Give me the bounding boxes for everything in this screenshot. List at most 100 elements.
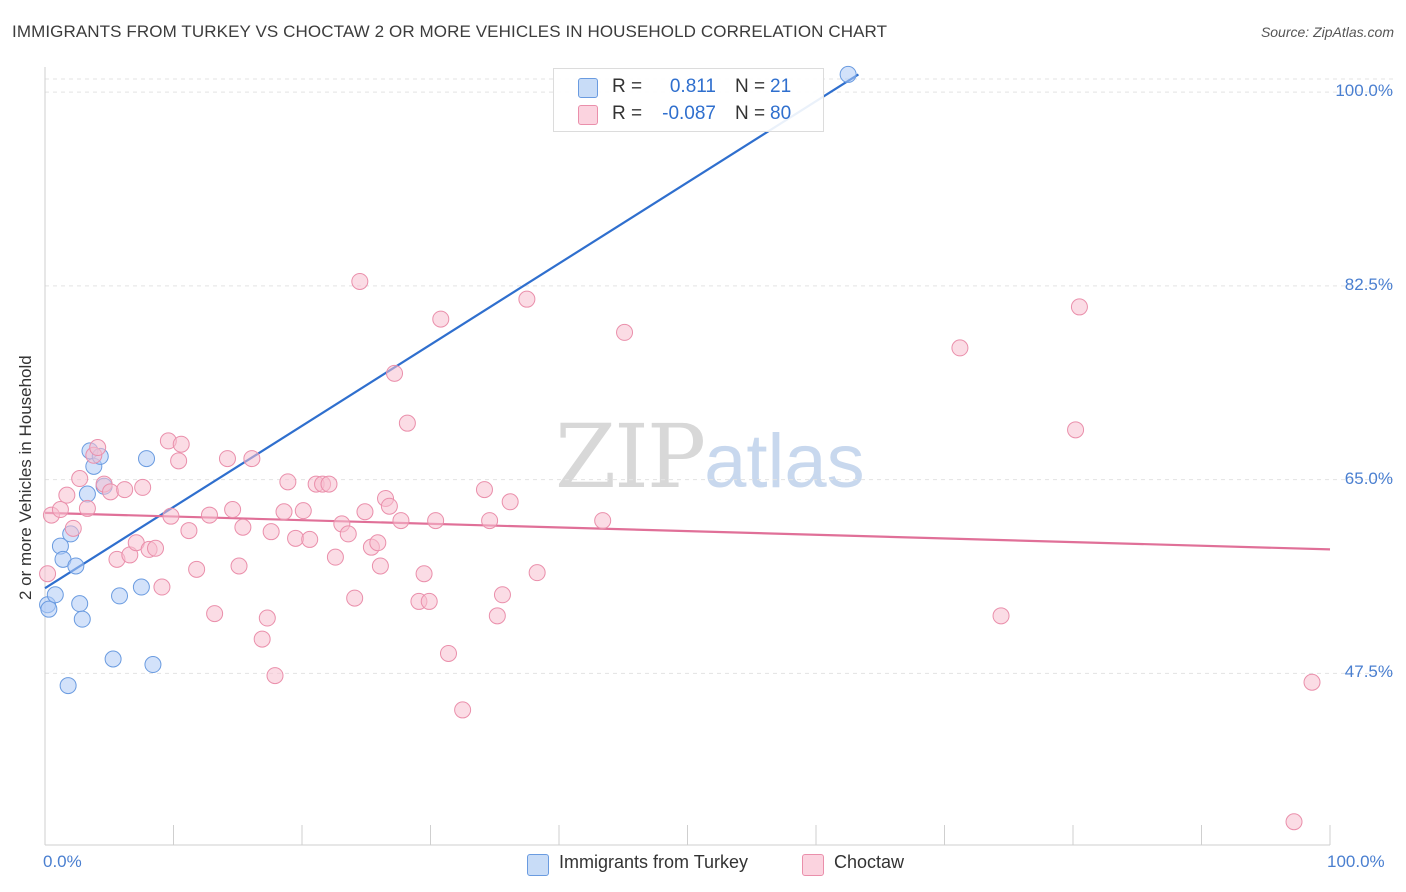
choctaw-data-point: [356, 503, 374, 521]
trend-line: [44, 73, 859, 590]
turkey-data-point: [78, 485, 96, 503]
choctaw-data-point: [380, 497, 398, 515]
choctaw-data-point: [116, 481, 134, 499]
choctaw-data-point: [346, 589, 364, 607]
choctaw-data-point: [616, 323, 634, 341]
turkey-data-point: [104, 650, 122, 668]
choctaw-data-point: [58, 486, 76, 504]
chart-title: IMMIGRANTS FROM TURKEY VS CHOCTAW 2 OR M…: [12, 22, 888, 41]
r-value: 0.811: [669, 76, 716, 97]
source-credit: Source: ZipAtlas.com: [1260, 24, 1394, 40]
choctaw-data-point: [501, 493, 519, 511]
choctaw-data-point: [1285, 813, 1303, 831]
n-label: N =: [735, 103, 766, 124]
choctaw-data-point: [1303, 673, 1321, 691]
choctaw-data-point: [1070, 298, 1088, 316]
choctaw-data-point: [320, 475, 338, 493]
choctaw-data-point: [481, 512, 499, 530]
choctaw-data-point: [71, 470, 89, 488]
choctaw-data-point: [172, 435, 190, 453]
turkey-data-point: [67, 557, 85, 575]
choctaw-data-point: [153, 578, 171, 596]
choctaw-data-point: [454, 701, 472, 719]
r-value: -0.087: [662, 103, 716, 124]
choctaw-data-point: [188, 560, 206, 578]
choctaw-data-point: [594, 512, 612, 530]
choctaw-data-point: [206, 605, 224, 623]
choctaw-data-point: [180, 522, 198, 540]
y-tick-label: 65.0%: [1344, 468, 1393, 488]
choctaw-data-point: [432, 310, 450, 328]
choctaw-data-point: [392, 512, 410, 530]
correlation-legend: R = 0.811 N = 21 R = -0.087 N = 80: [553, 68, 824, 132]
choctaw-data-point: [326, 548, 344, 566]
choctaw-data-point: [351, 272, 369, 290]
y-tick-label: 82.5%: [1344, 274, 1393, 294]
choctaw-data-point: [518, 290, 536, 308]
legend-label: Immigrants from Turkey: [559, 852, 749, 872]
choctaw-data-point: [951, 339, 969, 357]
turkey-data-point: [73, 610, 91, 628]
turkey-data-point: [46, 586, 64, 604]
turkey-swatch: [527, 854, 549, 876]
turkey-data-point: [71, 595, 89, 613]
choctaw-swatch: [802, 854, 824, 876]
choctaw-data-point: [427, 512, 445, 530]
choctaw-data-point: [64, 519, 82, 537]
choctaw-data-point: [266, 667, 284, 685]
turkey-data-point: [59, 677, 77, 695]
n-label: N =: [735, 76, 766, 97]
r-label: R =: [612, 103, 643, 124]
choctaw-data-point: [339, 525, 357, 543]
choctaw-data-point: [475, 481, 493, 499]
choctaw-data-point: [243, 450, 261, 468]
choctaw-data-point: [369, 534, 387, 552]
n-value: 80: [770, 103, 792, 124]
choctaw-data-point: [420, 592, 438, 610]
choctaw-data-point: [493, 586, 511, 604]
choctaw-data-point: [398, 414, 416, 432]
choctaw-data-point: [439, 644, 457, 662]
choctaw-data-point: [134, 478, 152, 496]
choctaw-swatch: [578, 105, 598, 125]
choctaw-data-point: [51, 501, 69, 519]
choctaw-data-point: [1067, 421, 1085, 439]
r-label: R =: [612, 76, 643, 97]
turkey-data-point: [132, 578, 150, 596]
choctaw-data-point: [234, 518, 252, 536]
choctaw-data-point: [89, 439, 107, 457]
turkey-data-point: [839, 65, 857, 83]
choctaw-data-point: [218, 450, 236, 468]
choctaw-data-point: [200, 506, 218, 524]
turkey-data-point: [138, 450, 156, 468]
choctaw-data-point: [415, 565, 433, 583]
choctaw-data-point: [287, 529, 305, 547]
choctaw-data-point: [170, 452, 188, 470]
n-value: 21: [770, 76, 792, 97]
choctaw-data-point: [230, 557, 248, 575]
choctaw-data-point: [301, 530, 319, 548]
choctaw-data-point: [992, 607, 1010, 625]
choctaw-data-point: [78, 499, 96, 517]
choctaw-data-point: [224, 501, 242, 519]
choctaw-data-point: [102, 483, 120, 501]
choctaw-data-point: [147, 539, 165, 557]
legend-row-turkey: R = 0.811 N = 21: [554, 74, 823, 100]
choctaw-data-point: [488, 607, 506, 625]
choctaw-data-point: [262, 523, 280, 541]
choctaw-data-point: [371, 557, 389, 575]
y-axis-label: 2 or more Vehicles in Household: [16, 355, 35, 600]
choctaw-data-point: [528, 564, 546, 582]
x-tick-max: 100.0%: [1327, 852, 1385, 871]
choctaw-data-point: [386, 364, 404, 382]
legend-label: Choctaw: [834, 852, 905, 872]
y-tick-label: 47.5%: [1344, 662, 1393, 682]
choctaw-data-point: [162, 507, 180, 525]
turkey-data-point: [144, 656, 162, 674]
turkey-data-point: [111, 587, 129, 605]
choctaw-data-point: [294, 502, 312, 520]
choctaw-data-point: [253, 630, 271, 648]
x-tick-min: 0.0%: [43, 852, 82, 871]
turkey-swatch: [578, 78, 598, 98]
